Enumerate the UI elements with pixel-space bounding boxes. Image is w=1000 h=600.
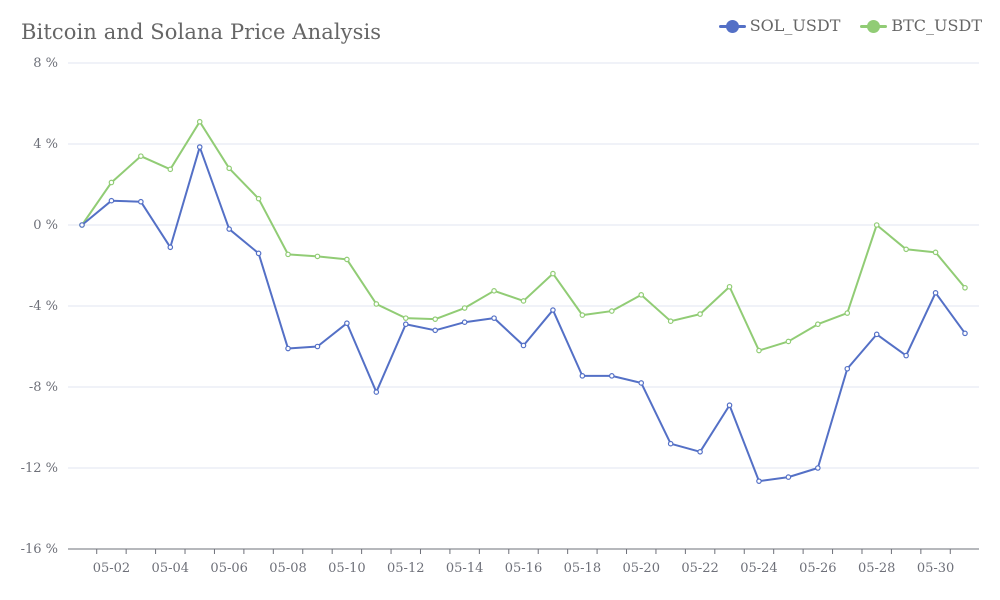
data-point-sol_usdt[interactable]: [79, 222, 85, 228]
data-point-btc_usdt[interactable]: [638, 292, 645, 298]
axes: [68, 548, 979, 554]
x-tick-label: 05-22: [681, 561, 718, 576]
series-line-sol_usdt[interactable]: [81, 146, 966, 483]
x-tick-label: 05-28: [858, 561, 895, 576]
x-tick-label: 05-02: [93, 561, 130, 576]
data-point-btc_usdt[interactable]: [756, 347, 762, 354]
data-point-sol_usdt[interactable]: [402, 321, 409, 328]
data-point-sol_usdt[interactable]: [697, 448, 703, 455]
data-point-btc_usdt[interactable]: [962, 284, 968, 291]
data-point-sol_usdt[interactable]: [756, 478, 762, 484]
x-tick-label: 05-30: [917, 561, 954, 576]
data-point-sol_usdt[interactable]: [844, 365, 851, 372]
legend-swatch-btc: [860, 19, 888, 33]
data-point-sol_usdt[interactable]: [579, 373, 586, 379]
data-point-btc_usdt[interactable]: [667, 318, 674, 324]
y-tick-label: 0 %: [33, 218, 58, 233]
data-point-btc_usdt[interactable]: [314, 253, 321, 260]
data-point-btc_usdt[interactable]: [785, 338, 792, 345]
data-point-sol_usdt[interactable]: [373, 389, 380, 395]
data-point-btc_usdt[interactable]: [579, 312, 586, 318]
data-point-sol_usdt[interactable]: [815, 465, 821, 471]
data-point-btc_usdt[interactable]: [550, 270, 556, 277]
y-tick-label: -4 %: [29, 299, 58, 314]
x-tick-label: 05-06: [210, 561, 247, 576]
data-point-sol_usdt[interactable]: [608, 373, 615, 379]
y-tick-label: 4 %: [33, 137, 58, 152]
data-point-btc_usdt[interactable]: [255, 195, 262, 202]
data-point-btc_usdt[interactable]: [844, 310, 851, 316]
data-point-sol_usdt[interactable]: [432, 327, 439, 334]
data-point-btc_usdt[interactable]: [108, 179, 115, 186]
data-point-btc_usdt[interactable]: [932, 249, 939, 256]
data-point-sol_usdt[interactable]: [491, 315, 497, 321]
x-tick-label: 05-24: [740, 561, 777, 576]
data-point-sol_usdt[interactable]: [962, 330, 968, 337]
y-tick-label: 8 %: [33, 56, 58, 71]
chart-title: Bitcoin and Solana Price Analysis: [21, 20, 382, 44]
data-point-btc_usdt[interactable]: [196, 118, 203, 125]
data-point-btc_usdt[interactable]: [167, 166, 174, 173]
data-point-sol_usdt[interactable]: [638, 380, 645, 386]
data-point-btc_usdt[interactable]: [520, 298, 527, 304]
data-point-sol_usdt[interactable]: [255, 250, 262, 257]
data-point-btc_usdt[interactable]: [461, 305, 468, 311]
y-tick-label: -8 %: [29, 380, 58, 395]
data-point-sol_usdt[interactable]: [873, 331, 880, 338]
data-point-btc_usdt[interactable]: [903, 246, 909, 253]
data-point-sol_usdt[interactable]: [520, 342, 527, 349]
x-tick-label: 05-20: [622, 561, 659, 576]
data-point-btc_usdt[interactable]: [432, 316, 439, 322]
data-point-sol_usdt[interactable]: [138, 198, 144, 205]
data-point-sol_usdt[interactable]: [314, 343, 321, 350]
data-point-sol_usdt[interactable]: [667, 440, 674, 447]
tick-labels: 8 % 4 % 0 % -4 % -8 % -12 % -16 % 05-02 05-04 05-…: [21, 56, 955, 576]
legend-swatch-sol: [718, 19, 746, 33]
x-tick-label: 05-08: [269, 561, 306, 576]
x-tick-label: 05-04: [152, 561, 189, 576]
series-line-btc_usdt[interactable]: [81, 120, 966, 352]
data-point-btc_usdt[interactable]: [726, 283, 733, 290]
data-point-sol_usdt[interactable]: [903, 352, 909, 359]
chart-legend: SOL_USDT BTC_USDT: [718, 16, 982, 35]
data-point-sol_usdt[interactable]: [167, 244, 174, 251]
y-tick-label: -16 %: [21, 542, 58, 557]
data-point-sol_usdt[interactable]: [344, 320, 350, 327]
legend-item-sol[interactable]: SOL_USDT: [718, 16, 841, 35]
data-point-btc_usdt[interactable]: [873, 222, 880, 228]
data-point-sol_usdt[interactable]: [726, 402, 733, 409]
x-tick-label: 05-16: [505, 561, 542, 576]
legend-item-btc[interactable]: BTC_USDT: [860, 16, 982, 35]
legend-label-sol: SOL_USDT: [749, 16, 841, 35]
x-tick-label: 05-12: [387, 561, 424, 576]
series-points: [79, 118, 968, 484]
x-tick-label: 05-14: [446, 561, 483, 576]
data-point-btc_usdt[interactable]: [608, 308, 615, 314]
data-point-btc_usdt[interactable]: [491, 288, 497, 294]
data-point-btc_usdt[interactable]: [285, 251, 291, 258]
x-tick-label: 05-10: [328, 561, 365, 576]
data-point-sol_usdt[interactable]: [196, 144, 203, 150]
data-point-sol_usdt[interactable]: [785, 474, 792, 480]
data-point-btc_usdt[interactable]: [402, 315, 409, 321]
x-tick-label: 05-18: [564, 561, 601, 576]
data-point-btc_usdt[interactable]: [815, 321, 821, 328]
data-point-sol_usdt[interactable]: [108, 197, 115, 204]
x-tick-label: 05-26: [799, 561, 836, 576]
y-tick-label: -12 %: [21, 461, 58, 476]
grid-lines: [68, 62, 979, 469]
data-point-btc_usdt[interactable]: [373, 301, 380, 307]
data-point-btc_usdt[interactable]: [226, 165, 232, 172]
data-point-sol_usdt[interactable]: [550, 307, 556, 313]
data-point-btc_usdt[interactable]: [697, 311, 703, 317]
data-point-btc_usdt[interactable]: [344, 256, 350, 263]
data-point-sol_usdt[interactable]: [226, 226, 232, 232]
data-point-sol_usdt[interactable]: [932, 290, 939, 296]
data-point-sol_usdt[interactable]: [285, 345, 291, 352]
data-point-btc_usdt[interactable]: [138, 153, 144, 159]
data-point-sol_usdt[interactable]: [461, 319, 468, 326]
legend-label-btc: BTC_USDT: [891, 16, 982, 35]
